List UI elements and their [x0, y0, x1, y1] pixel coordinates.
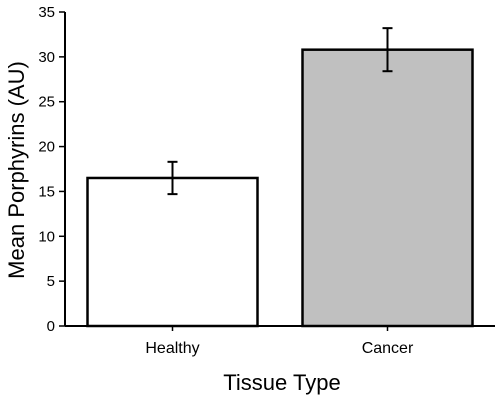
- x-tick-label-healthy: Healthy: [145, 340, 199, 357]
- y-tick-label-20: 20: [38, 139, 55, 156]
- y-axis-title: Mean Porphyrins (AU): [4, 61, 29, 279]
- ticks-layer: Healthy Cancer 0 5 10 15 20 25 30 35: [38, 4, 414, 357]
- y-tick-label-30: 30: [38, 49, 55, 66]
- bar-healthy: [86, 176, 259, 328]
- bars-layer: [86, 48, 474, 328]
- error-bars-layer: [167, 27, 393, 196]
- y-tick-label-10: 10: [38, 228, 55, 245]
- y-tick-label-25: 25: [38, 94, 55, 111]
- x-axis-title: Tissue Type: [223, 370, 340, 395]
- y-tick-label-15: 15: [38, 183, 55, 200]
- bar-cancer: [301, 48, 474, 328]
- y-tick-label-5: 5: [47, 273, 55, 290]
- y-tick-label-0: 0: [47, 318, 55, 335]
- y-tick-label-35: 35: [38, 4, 55, 21]
- axes-layer: [64, 12, 495, 327]
- x-tick-label-cancer: Cancer: [362, 340, 414, 357]
